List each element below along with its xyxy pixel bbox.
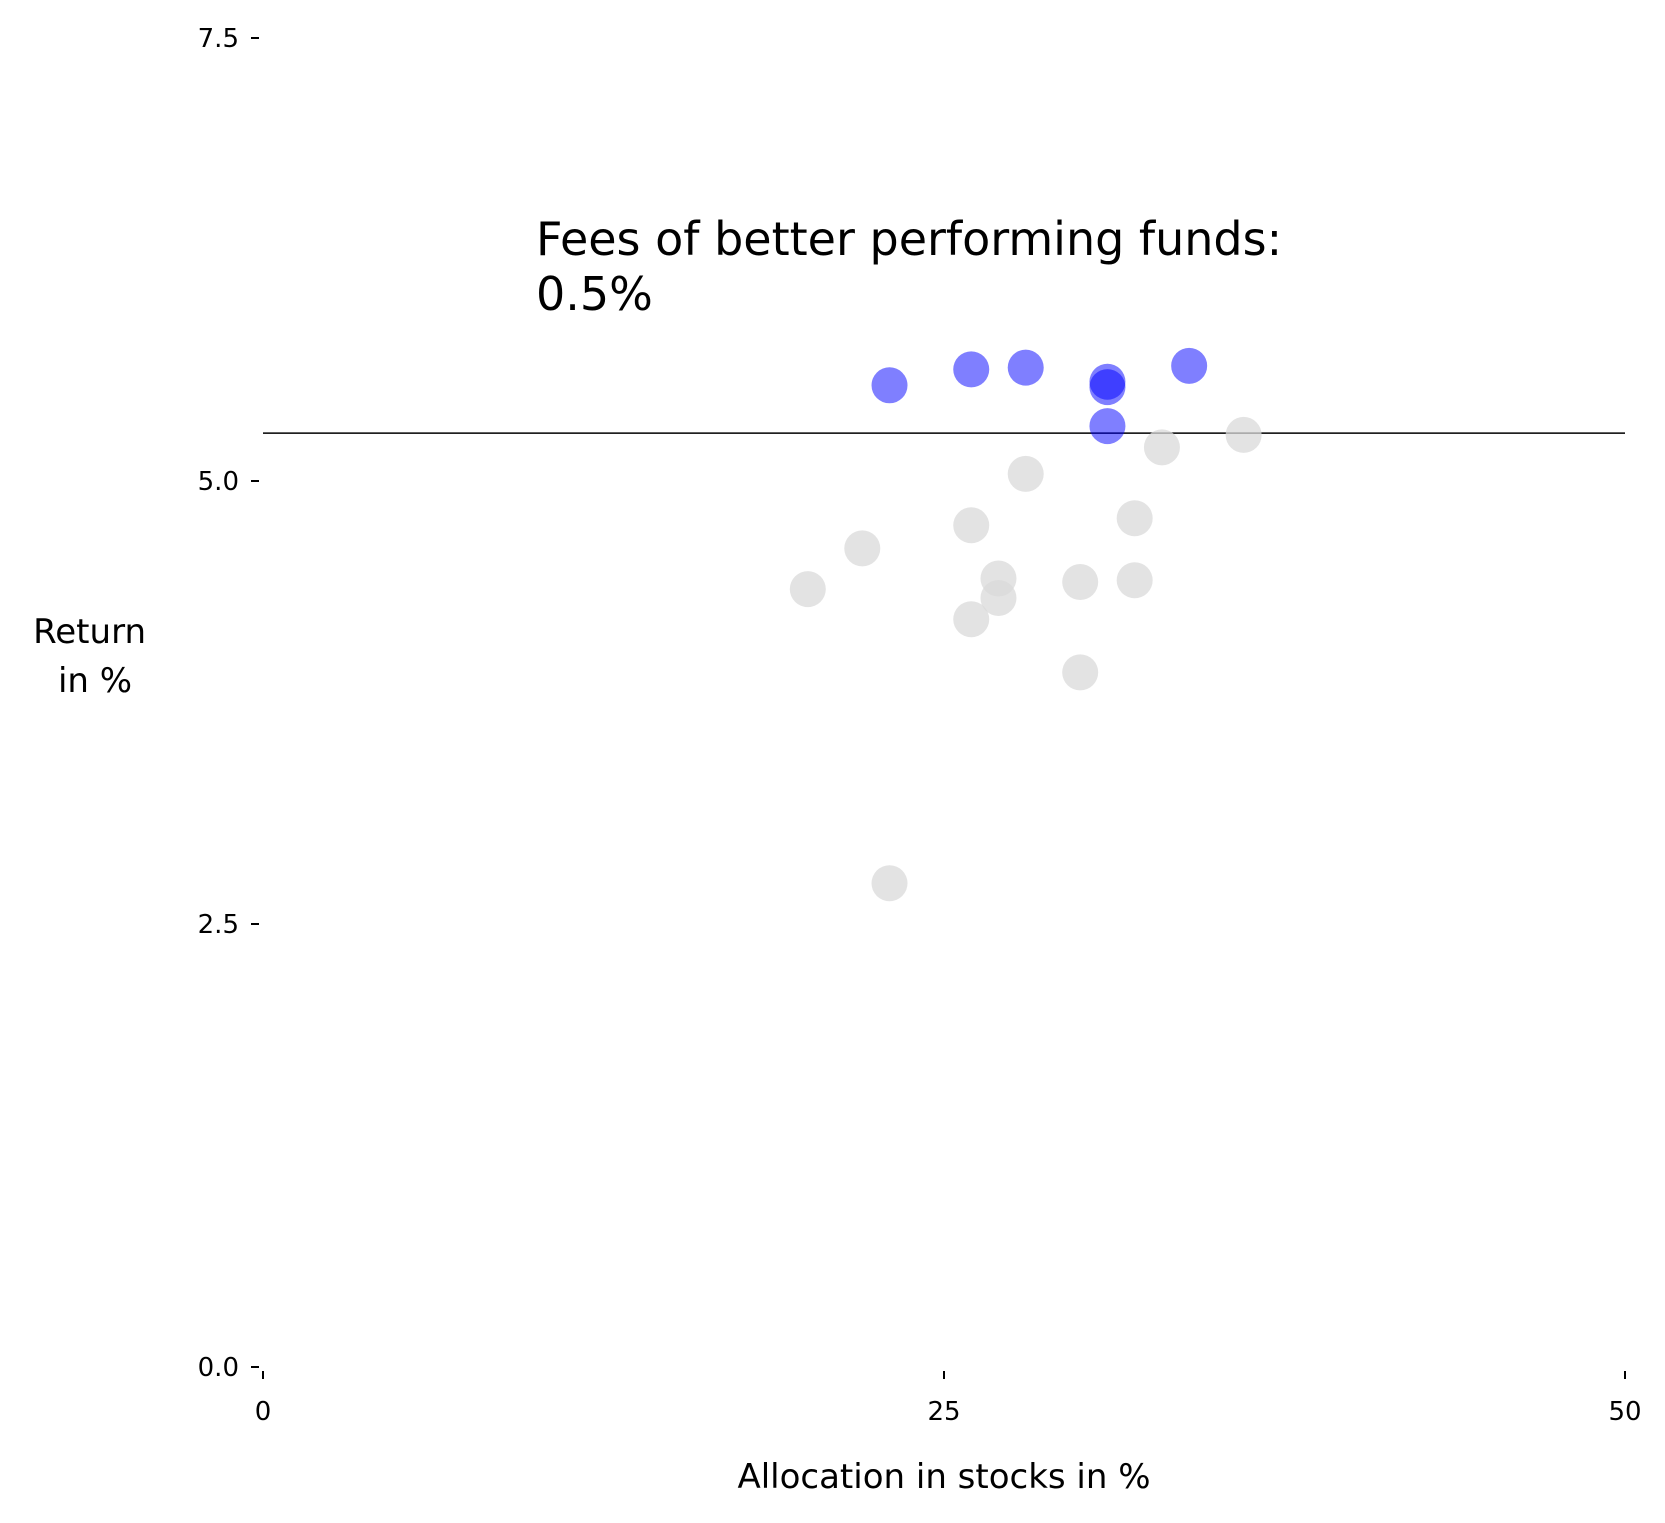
y-axis-label-line-2: in % xyxy=(58,661,132,701)
y-tick-label: 7.5 xyxy=(198,24,239,54)
fund-point xyxy=(1007,455,1044,492)
fees-annotation: Fees of better performing funds: 0.5% xyxy=(536,212,1297,321)
highlighted-fund-point xyxy=(1007,349,1044,386)
fund-point xyxy=(1062,564,1099,601)
fund-point xyxy=(1062,654,1099,691)
fund-point xyxy=(1116,562,1153,599)
x-axis-label: Allocation in stocks in % xyxy=(737,1457,1150,1497)
y-tick-label: 0.0 xyxy=(198,1353,239,1383)
axes: 0.0 2.5 5.0 7.5 0 25 50 xyxy=(198,24,1642,1427)
highlighted-fund-point xyxy=(1089,363,1126,400)
y-axis-label-line-1: Return xyxy=(33,612,146,652)
y-tick-label: 2.5 xyxy=(198,910,239,940)
fund-point xyxy=(789,571,826,608)
fund-point xyxy=(953,507,990,544)
x-tick-label: 25 xyxy=(927,1397,960,1427)
fees-annotation-line-2: 0.5% xyxy=(536,267,653,321)
highlighted-fund-point xyxy=(871,367,908,404)
highlighted-fund-point xyxy=(953,351,990,388)
fund-point xyxy=(844,530,881,567)
fund-point xyxy=(1225,416,1262,453)
x-tick-label: 0 xyxy=(255,1397,272,1427)
plot-area xyxy=(263,347,1625,902)
fund-point xyxy=(1143,429,1180,466)
fund-point xyxy=(980,560,1017,597)
y-tick-label: 5.0 xyxy=(198,467,239,497)
fund-point xyxy=(1116,500,1153,537)
fund-point xyxy=(953,601,990,638)
fund-point xyxy=(871,865,908,902)
highlighted-fund-point xyxy=(1171,347,1208,384)
x-tick-label: 50 xyxy=(1608,1397,1641,1427)
fees-annotation-line-1: Fees of better performing funds: xyxy=(536,212,1282,266)
highlighted-fund-point xyxy=(1089,408,1126,445)
y-axis-label: Return in % xyxy=(33,612,157,701)
